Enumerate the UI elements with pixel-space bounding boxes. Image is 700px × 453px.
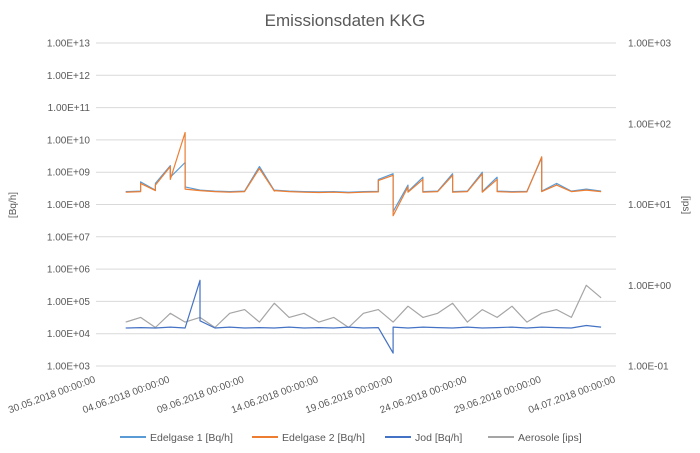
y-tick-label: 1.00E+09 xyxy=(47,168,91,179)
y-tick-label: 1.00E+04 xyxy=(47,329,91,340)
series-line-2 xyxy=(125,279,602,354)
y-tick-label: 1.00E+13 xyxy=(47,39,91,50)
y2-tick-label: 1.00E-01 xyxy=(628,362,669,373)
y-tick-label: 1.00E+07 xyxy=(47,232,91,243)
plot-area xyxy=(125,131,602,354)
y-tick-label: 1.00E+11 xyxy=(48,103,91,114)
y-tick-label: 1.00E+10 xyxy=(47,135,91,146)
y2-tick-label: 1.00E+01 xyxy=(628,200,672,211)
y2-tick-label: 1.00E+00 xyxy=(628,281,672,292)
series-line-1 xyxy=(125,131,602,217)
y-tick-label: 1.00E+12 xyxy=(47,71,91,82)
y-tick-label: 1.00E+05 xyxy=(47,297,91,308)
legend-label: Aerosole [ips] xyxy=(518,432,582,444)
legend-label: Edelgase 1 [Bq/h] xyxy=(150,432,233,444)
series-line-3 xyxy=(125,284,602,329)
y-axis-right: 1.00E-01 1.00E+00 1.00E+01 1.00E+02 1.00E+03 xyxy=(628,39,672,373)
legend: Edelgase 1 [Bq/h] Edelgase 2 [Bq/h] Jod [B… xyxy=(120,432,582,444)
legend-label: Edelgase 2 [Bq/h] xyxy=(282,432,365,444)
y-tick-label: 1.00E+06 xyxy=(47,265,91,276)
chart-title: Emissionsdaten KKG xyxy=(265,11,426,30)
y-axis-title: [Bq/h] xyxy=(8,192,19,218)
legend-label: Jod [Bq/h] xyxy=(415,432,462,444)
y-axis-left: 1.00E+03 1.00E+04 1.00E+05 1.00E+06 1.00E+07… xyxy=(47,39,91,373)
gridlines xyxy=(96,42,616,367)
y2-tick-label: 1.00E+02 xyxy=(628,119,672,130)
y-tick-label: 1.00E+08 xyxy=(47,200,91,211)
y-tick-label: 1.00E+03 xyxy=(47,362,91,373)
y2-tick-label: 1.00E+03 xyxy=(628,39,672,50)
y2-axis-title: [ips] xyxy=(680,196,691,215)
